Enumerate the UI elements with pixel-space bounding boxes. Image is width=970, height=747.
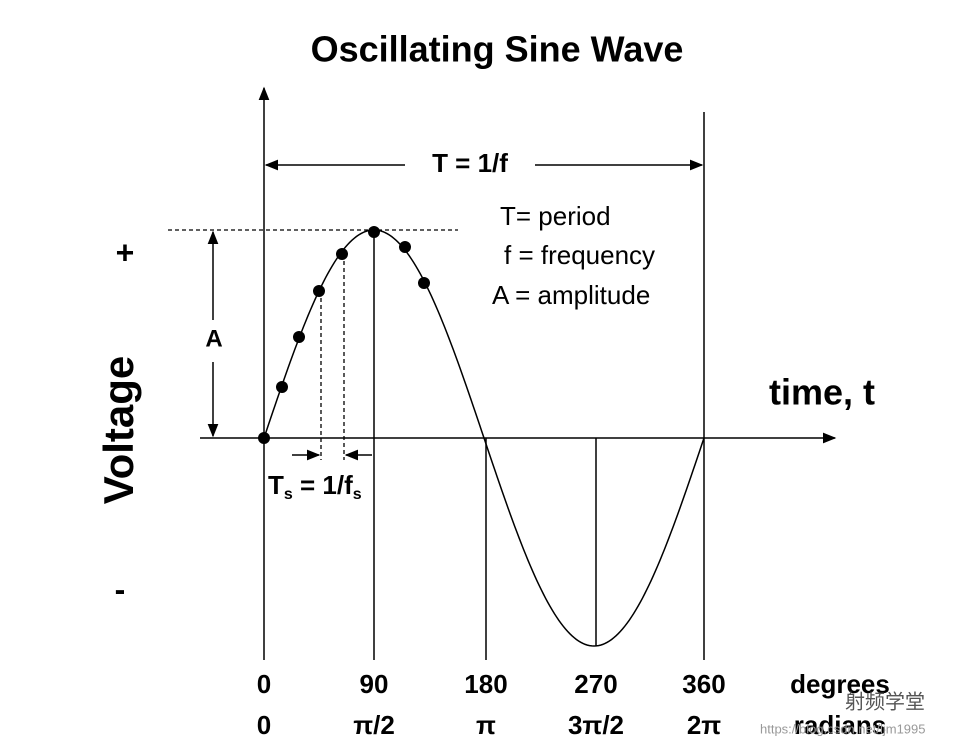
legend-item: f = frequency bbox=[504, 240, 655, 270]
sample-label: Ts = 1/fs bbox=[268, 470, 362, 503]
degree-label: 360 bbox=[682, 669, 725, 699]
title: Oscillating Sine Wave bbox=[311, 29, 684, 70]
sine-wave bbox=[263, 229, 705, 647]
sample-dot bbox=[399, 241, 411, 253]
degree-label: 90 bbox=[360, 669, 389, 699]
degree-label: 180 bbox=[464, 669, 507, 699]
degree-label: 270 bbox=[574, 669, 617, 699]
sample-dot bbox=[336, 248, 348, 260]
legend-item: A = amplitude bbox=[492, 280, 650, 310]
degree-unit: degrees bbox=[790, 669, 890, 699]
sample-dot bbox=[258, 432, 270, 444]
amplitude-label: A bbox=[205, 325, 222, 352]
sample-dot bbox=[368, 226, 380, 238]
degree-label: 0 bbox=[257, 669, 271, 699]
samples bbox=[258, 226, 430, 444]
radian-label: π bbox=[476, 710, 496, 740]
radian-label: 2π bbox=[687, 710, 721, 740]
radian-label: π/2 bbox=[353, 710, 395, 740]
period-label: T = 1/f bbox=[432, 148, 508, 178]
radian-label: 3π/2 bbox=[568, 710, 624, 740]
watermark: https://blog.csdn.net/ljm1995 bbox=[760, 721, 926, 736]
sample-dot bbox=[313, 285, 325, 297]
sample-dot bbox=[293, 331, 305, 343]
sample-dot bbox=[418, 277, 430, 289]
watermark: 射频学堂 bbox=[845, 690, 925, 713]
sample-dot bbox=[276, 381, 288, 393]
radian-label: 0 bbox=[257, 710, 271, 740]
radian-unit: radians bbox=[794, 710, 887, 740]
minus-label: - bbox=[115, 571, 126, 607]
y-axis-label: Voltage bbox=[95, 356, 142, 505]
plus-label: + bbox=[116, 234, 135, 270]
x-axis-label: time, t bbox=[769, 372, 875, 413]
legend-item: T= period bbox=[500, 201, 611, 231]
